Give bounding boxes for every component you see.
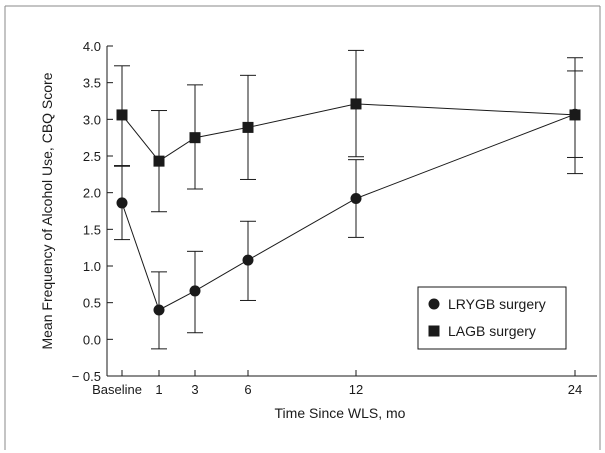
y-tick-label: 4.0 [83, 39, 101, 54]
y-tick-label: 3.5 [83, 76, 101, 91]
legend-box [417, 286, 567, 350]
data-point-lagb [116, 109, 128, 121]
data-point-lagb [189, 132, 201, 144]
y-tick-label: 0.0 [83, 332, 101, 347]
x-ticks: Baseline 1 3 6 12 24 [92, 370, 582, 397]
legend: LRYGB surgery LAGB surgery [417, 286, 567, 350]
y-axis-title: Mean Frequency of Alcohol Use, CBQ Score [39, 72, 55, 349]
x-tick-label: Baseline [92, 382, 142, 397]
data-point-lrygb [189, 285, 201, 297]
data-point-lrygb [153, 304, 165, 316]
legend-marker-lrygb [428, 298, 440, 310]
x-tick-label: 1 [155, 382, 162, 397]
data-point-lagb [242, 121, 254, 133]
data-point-lrygb [242, 254, 254, 266]
y-tick-label: 3.0 [83, 112, 101, 127]
y-ticks: 4.0 3.5 3.0 2.5 2.0 1.5 1.0 0.5 0.0 − 0.5 [72, 39, 113, 384]
y-tick-label: 1.0 [83, 259, 101, 274]
data-point-lagb [153, 155, 165, 167]
legend-marker-lagb [428, 325, 440, 337]
y-tick-label: 1.5 [83, 222, 101, 237]
data-point-lagb [350, 98, 362, 110]
y-tick-label: − 0.5 [72, 369, 101, 384]
x-tick-label: 6 [244, 382, 251, 397]
data-point-lagb [569, 109, 581, 121]
legend-label-lagb: LAGB surgery [448, 323, 536, 339]
x-axis-title: Time Since WLS, mo [275, 405, 406, 421]
y-tick-label: 0.5 [83, 296, 101, 311]
legend-label-lrygb: LRYGB surgery [448, 296, 546, 312]
series-line-lrygb [121, 113, 576, 311]
x-tick-label: 12 [349, 382, 363, 397]
data-point-lrygb [350, 193, 362, 205]
y-tick-label: 2.5 [83, 149, 101, 164]
series-line-lagb [121, 103, 576, 162]
x-tick-label: 24 [568, 382, 582, 397]
series-layer [114, 49, 583, 350]
x-tick-label: 3 [191, 382, 198, 397]
y-tick-label: 2.0 [83, 186, 101, 201]
data-point-lrygb [116, 197, 128, 209]
